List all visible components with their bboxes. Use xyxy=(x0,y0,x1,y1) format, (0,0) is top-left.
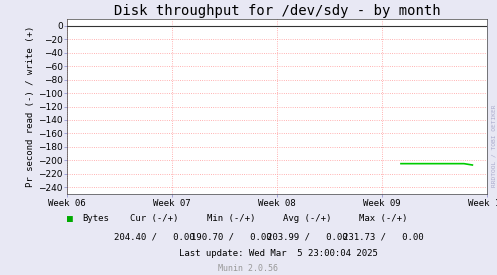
Text: Last update: Wed Mar  5 23:00:04 2025: Last update: Wed Mar 5 23:00:04 2025 xyxy=(179,249,378,257)
Y-axis label: Pr second read (-) / write (+): Pr second read (-) / write (+) xyxy=(26,26,35,187)
Text: Max (-/+): Max (-/+) xyxy=(359,214,408,223)
Text: 203.99 /   0.00: 203.99 / 0.00 xyxy=(267,232,347,241)
Text: Munin 2.0.56: Munin 2.0.56 xyxy=(219,265,278,273)
Text: Min (-/+): Min (-/+) xyxy=(207,214,255,223)
Text: 190.70 /   0.00: 190.70 / 0.00 xyxy=(191,232,271,241)
Text: RRDTOOL / TOBI OETIKER: RRDTOOL / TOBI OETIKER xyxy=(491,104,496,187)
Text: Cur (-/+): Cur (-/+) xyxy=(130,214,178,223)
Title: Disk throughput for /dev/sdy - by month: Disk throughput for /dev/sdy - by month xyxy=(114,4,440,18)
Text: Avg (-/+): Avg (-/+) xyxy=(283,214,331,223)
Text: ■: ■ xyxy=(67,214,73,224)
Text: Bytes: Bytes xyxy=(82,214,109,223)
Text: 204.40 /   0.00: 204.40 / 0.00 xyxy=(114,232,194,241)
Text: 231.73 /   0.00: 231.73 / 0.00 xyxy=(343,232,424,241)
